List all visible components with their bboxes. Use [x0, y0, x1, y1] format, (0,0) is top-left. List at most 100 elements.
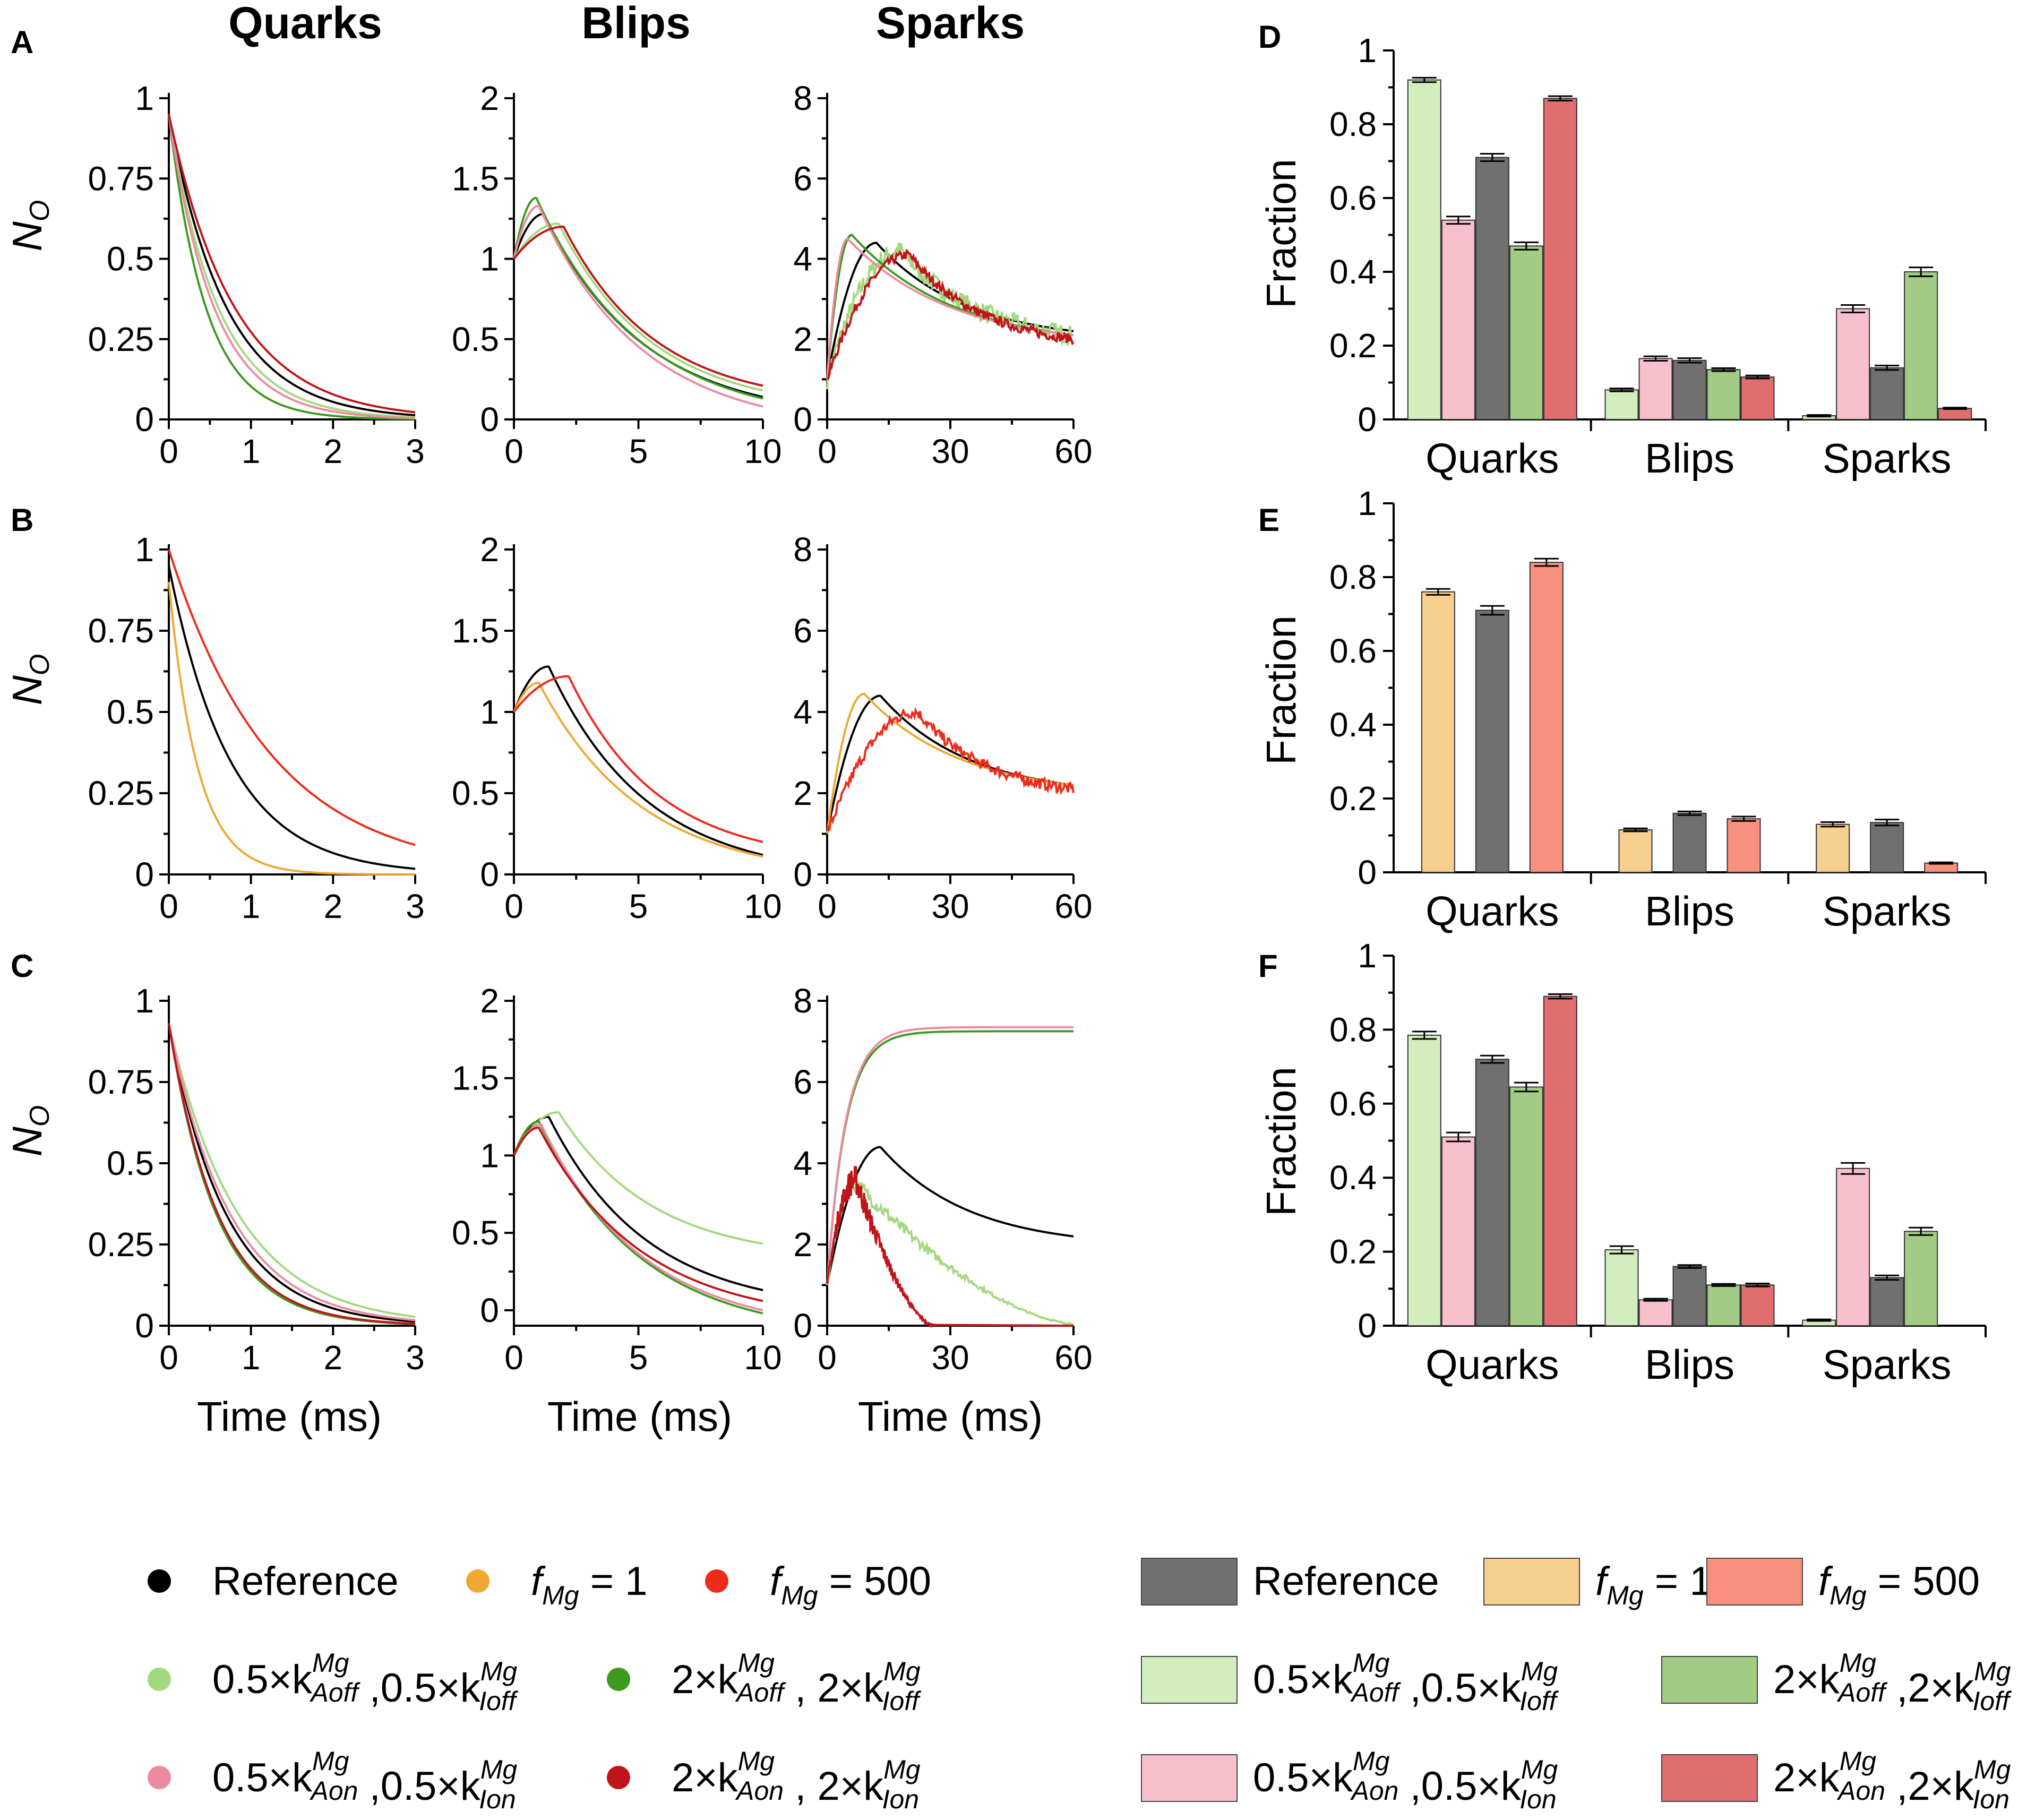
- x-tick-label: 2: [324, 432, 343, 470]
- x-tick-label: 30: [931, 1338, 969, 1377]
- series-line-kAoff_double: [168, 1023, 416, 1325]
- y-tick-label: 2: [793, 1225, 812, 1264]
- y-tick-label: 1.5: [452, 1059, 499, 1097]
- y-tick-label: 0.25: [88, 320, 154, 358]
- y-tick-label: 0.5: [107, 1144, 154, 1182]
- bar-bar_reference: [1475, 609, 1509, 873]
- x-tick-label: 5: [629, 432, 648, 470]
- series-line-kAoff_double: [826, 1030, 1073, 1285]
- legend-text-part: Aon: [310, 1776, 358, 1806]
- x-tick-label: 0: [159, 1338, 178, 1377]
- bar-bar_reference: [1475, 1059, 1509, 1327]
- legend-text-part: Mg: [542, 1581, 579, 1610]
- legend-text-part: Aon: [1836, 1776, 1885, 1806]
- bar-bar_kAon_half: [1836, 1167, 1870, 1326]
- x-tick-label: 1: [242, 432, 261, 470]
- panel-letter-b: B: [11, 502, 33, 538]
- y-tick-label: 1: [480, 240, 499, 278]
- chart-C-blips: 0 5 10 0 0.5 1 1.5 2: [452, 982, 782, 1377]
- legend-label-kAoff_double: 2×kMg Aoff , 2×kMg Ioff: [672, 1648, 922, 1716]
- series-line-reference: [513, 665, 763, 856]
- legend-text-part: Mg: [312, 1648, 349, 1678]
- legend-label-bar_fmg1: fMg = 1: [1595, 1559, 1712, 1610]
- series-line-reference: [168, 565, 416, 870]
- legend-dot-kAon_double: [607, 1766, 630, 1789]
- y-tick-label: 0.5: [452, 774, 499, 812]
- bar-bar_kAon_double: [1938, 408, 1972, 420]
- x-tick-label: 1: [242, 887, 261, 925]
- x-tick-label: 5: [629, 887, 648, 925]
- y-tick-label: 0.6: [1329, 632, 1377, 670]
- legend-text-part: Mg: [738, 1648, 775, 1678]
- bar-bar_kAon_double: [1740, 1284, 1775, 1327]
- y-tick-label: 0: [135, 1307, 154, 1345]
- legend-label-bar_fmg500: fMg = 500: [1818, 1559, 1980, 1610]
- category-label: Sparks: [1823, 435, 1952, 482]
- category-label: Sparks: [1823, 888, 1952, 934]
- legend-text-part: Ioff: [1519, 1686, 1559, 1716]
- series-line-fmg1: [826, 692, 1074, 834]
- bar-bar_kAoff_double: [1904, 271, 1938, 420]
- legend-text-part: Mg: [1830, 1581, 1867, 1610]
- legend-text-part: 2×k: [672, 1755, 738, 1800]
- legend-text-part: = 500: [818, 1559, 931, 1604]
- series-line-kAon_double: [168, 1023, 416, 1325]
- legend-text-part: ,2×k: [1885, 1764, 1974, 1809]
- series-line-kAoff_half: [513, 222, 763, 392]
- legend-text-part: = 1: [579, 1559, 648, 1604]
- y-tick-label: 1: [1358, 484, 1377, 522]
- bar-bar_kAoff_double: [1706, 1284, 1741, 1327]
- y-tick-label: 0.2: [1329, 779, 1377, 818]
- x-tick-label: 0: [504, 887, 523, 925]
- legend-dot-kAoff_half: [148, 1668, 171, 1691]
- column-title-blips: Blips: [581, 0, 690, 48]
- chart-B-sparks: 0 30 60 0 2 4 6 8: [793, 530, 1092, 925]
- y-tick-label: 1.5: [452, 612, 499, 650]
- bar-bar_kAoff_double: [1509, 245, 1543, 420]
- legend-label-bar_kAon_double: 2×kMg Aon ,2×kMg Ion: [1773, 1746, 2011, 1814]
- y-tick-label: 0: [480, 400, 499, 439]
- y-tick-label: 0: [793, 855, 812, 894]
- y-tick-label: 0.6: [1329, 1085, 1377, 1123]
- panel-letter-f: F: [1258, 948, 1278, 984]
- legend-text-part: Aoff: [1836, 1678, 1888, 1707]
- series-line-fmg1: [168, 582, 415, 875]
- y-tick-label: 0: [480, 1291, 499, 1329]
- series-line-kAon_double: [826, 1166, 1074, 1328]
- legend-text-part: Aon: [735, 1776, 784, 1806]
- y-tick-label: 0: [135, 855, 154, 894]
- legend-swatch-bar_kAon_half: [1141, 1754, 1238, 1802]
- series-line-fmg500: [513, 675, 763, 843]
- bar-bar_kAon_double: [1740, 376, 1775, 420]
- bar-bar_fmg500: [1727, 818, 1761, 873]
- y-tick-label: 0.5: [107, 693, 154, 731]
- legend-text-part: Ion: [479, 1784, 516, 1814]
- series-line-kAoff_half: [168, 114, 416, 419]
- legend-label-bar_reference: Reference: [1253, 1559, 1439, 1604]
- bar-bar_kAoff_half: [1604, 1249, 1639, 1326]
- y-tick-label: 6: [793, 612, 812, 650]
- chart-E: 0 0.2 0.4 0.6 0.8 1 Quarks Blips Sparks: [1329, 484, 1987, 934]
- series-line-reference: [513, 212, 763, 398]
- y-tick-label: 2: [480, 79, 499, 117]
- legend-text-part: 2×k: [1773, 1755, 1840, 1800]
- x-tick-label: 3: [406, 887, 425, 925]
- x-tick-label: 0: [818, 432, 837, 470]
- bar-bar_kAon_half: [1441, 219, 1475, 420]
- bar-bar_reference: [1475, 157, 1509, 420]
- y-tick-label: 1: [135, 530, 154, 569]
- x-tick-label: 60: [1054, 1338, 1092, 1377]
- legend-text-part: 0.5×k: [212, 1657, 313, 1702]
- y-tick-label: 0.75: [88, 159, 154, 198]
- series-line-kAoff_half: [168, 1023, 416, 1318]
- bar-bar_reference: [1870, 367, 1904, 420]
- y-tick-label: 0.75: [88, 1063, 154, 1101]
- legend-text-part: Mg: [1974, 1656, 2011, 1686]
- y-tick-label: 4: [793, 693, 812, 731]
- y-tick-label: 2: [480, 530, 499, 569]
- legend-text-part: 2×k: [1773, 1657, 1840, 1702]
- legend-text-part: Ioff: [479, 1686, 519, 1716]
